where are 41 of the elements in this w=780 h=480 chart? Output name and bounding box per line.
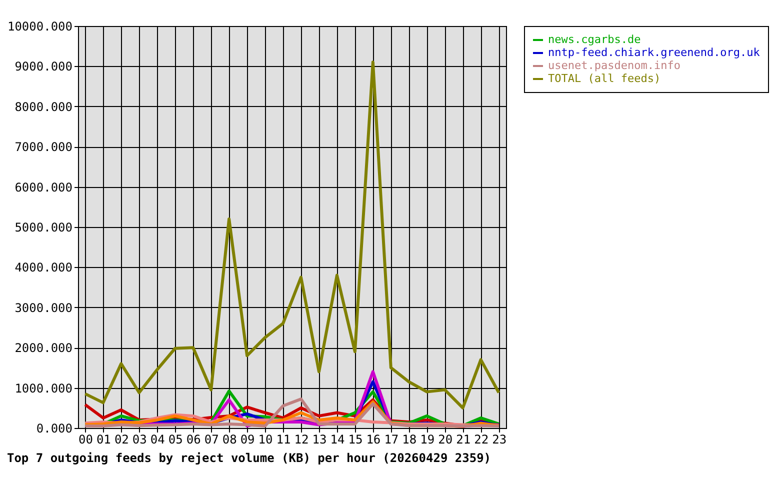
y-tick-label: 9000.000 — [14, 60, 72, 74]
x-tick-label: 04 — [150, 432, 165, 446]
legend-label: news.cgarbs.de — [548, 33, 641, 46]
x-tick-label: 21 — [456, 432, 471, 446]
y-tick-label: 8000.000 — [14, 100, 72, 114]
legend-label: usenet.pasdenom.info — [548, 59, 680, 72]
y-tick-label: 3000.000 — [14, 300, 72, 315]
x-tick-label: 06 — [186, 432, 201, 446]
x-tick-label: 01 — [96, 432, 111, 446]
x-tick-label: 12 — [294, 432, 309, 446]
y-tick-label: 4000.000 — [14, 260, 72, 275]
y-tick-label: 6000.000 — [14, 180, 72, 194]
legend-label: nntp-feed.chiark.greenend.org.uk — [548, 46, 760, 59]
x-tick-label: 18 — [402, 432, 417, 446]
x-tick-label: 07 — [204, 432, 219, 446]
text: Top 7 outgoing feeds by reject volume (KB) per hour (20260429 2359) — [6, 451, 492, 465]
x-tick-label: 17 — [384, 432, 399, 446]
x-tick-label: 08 — [222, 432, 237, 446]
y-tick-label: 1000.000 — [14, 381, 72, 396]
x-tick-label: 15 — [348, 432, 363, 446]
x-tick-label: 23 — [492, 432, 507, 446]
x-tick-label: 14 — [330, 432, 345, 446]
x-tick-label: 00 — [78, 432, 93, 446]
x-tick-label: 09 — [240, 432, 255, 446]
x-tick-label: 16 — [366, 432, 381, 446]
x-tick-label: 11 — [276, 432, 291, 446]
y-tick-label: 10000.000 — [7, 20, 72, 34]
x-tick-label: 19 — [420, 432, 435, 446]
x-tick-label: 10 — [258, 432, 273, 446]
x-tick-label: 02 — [114, 432, 129, 446]
x-tick-label: 22 — [474, 432, 489, 446]
y-tick-label: 5000.000 — [14, 220, 72, 234]
x-tick-label: 20 — [438, 432, 453, 446]
y-tick-label: 0.000 — [36, 422, 72, 436]
x-tick-label: 05 — [168, 432, 183, 446]
x-tick-label: 13 — [312, 432, 327, 446]
y-tick-label: 2000.000 — [14, 341, 72, 356]
y-tick-label: 7000.000 — [14, 140, 72, 154]
line-series — [84, 60, 500, 410]
x-tick-label: 03 — [132, 432, 147, 446]
legend-label: TOTAL (all feeds) — [548, 72, 661, 85]
